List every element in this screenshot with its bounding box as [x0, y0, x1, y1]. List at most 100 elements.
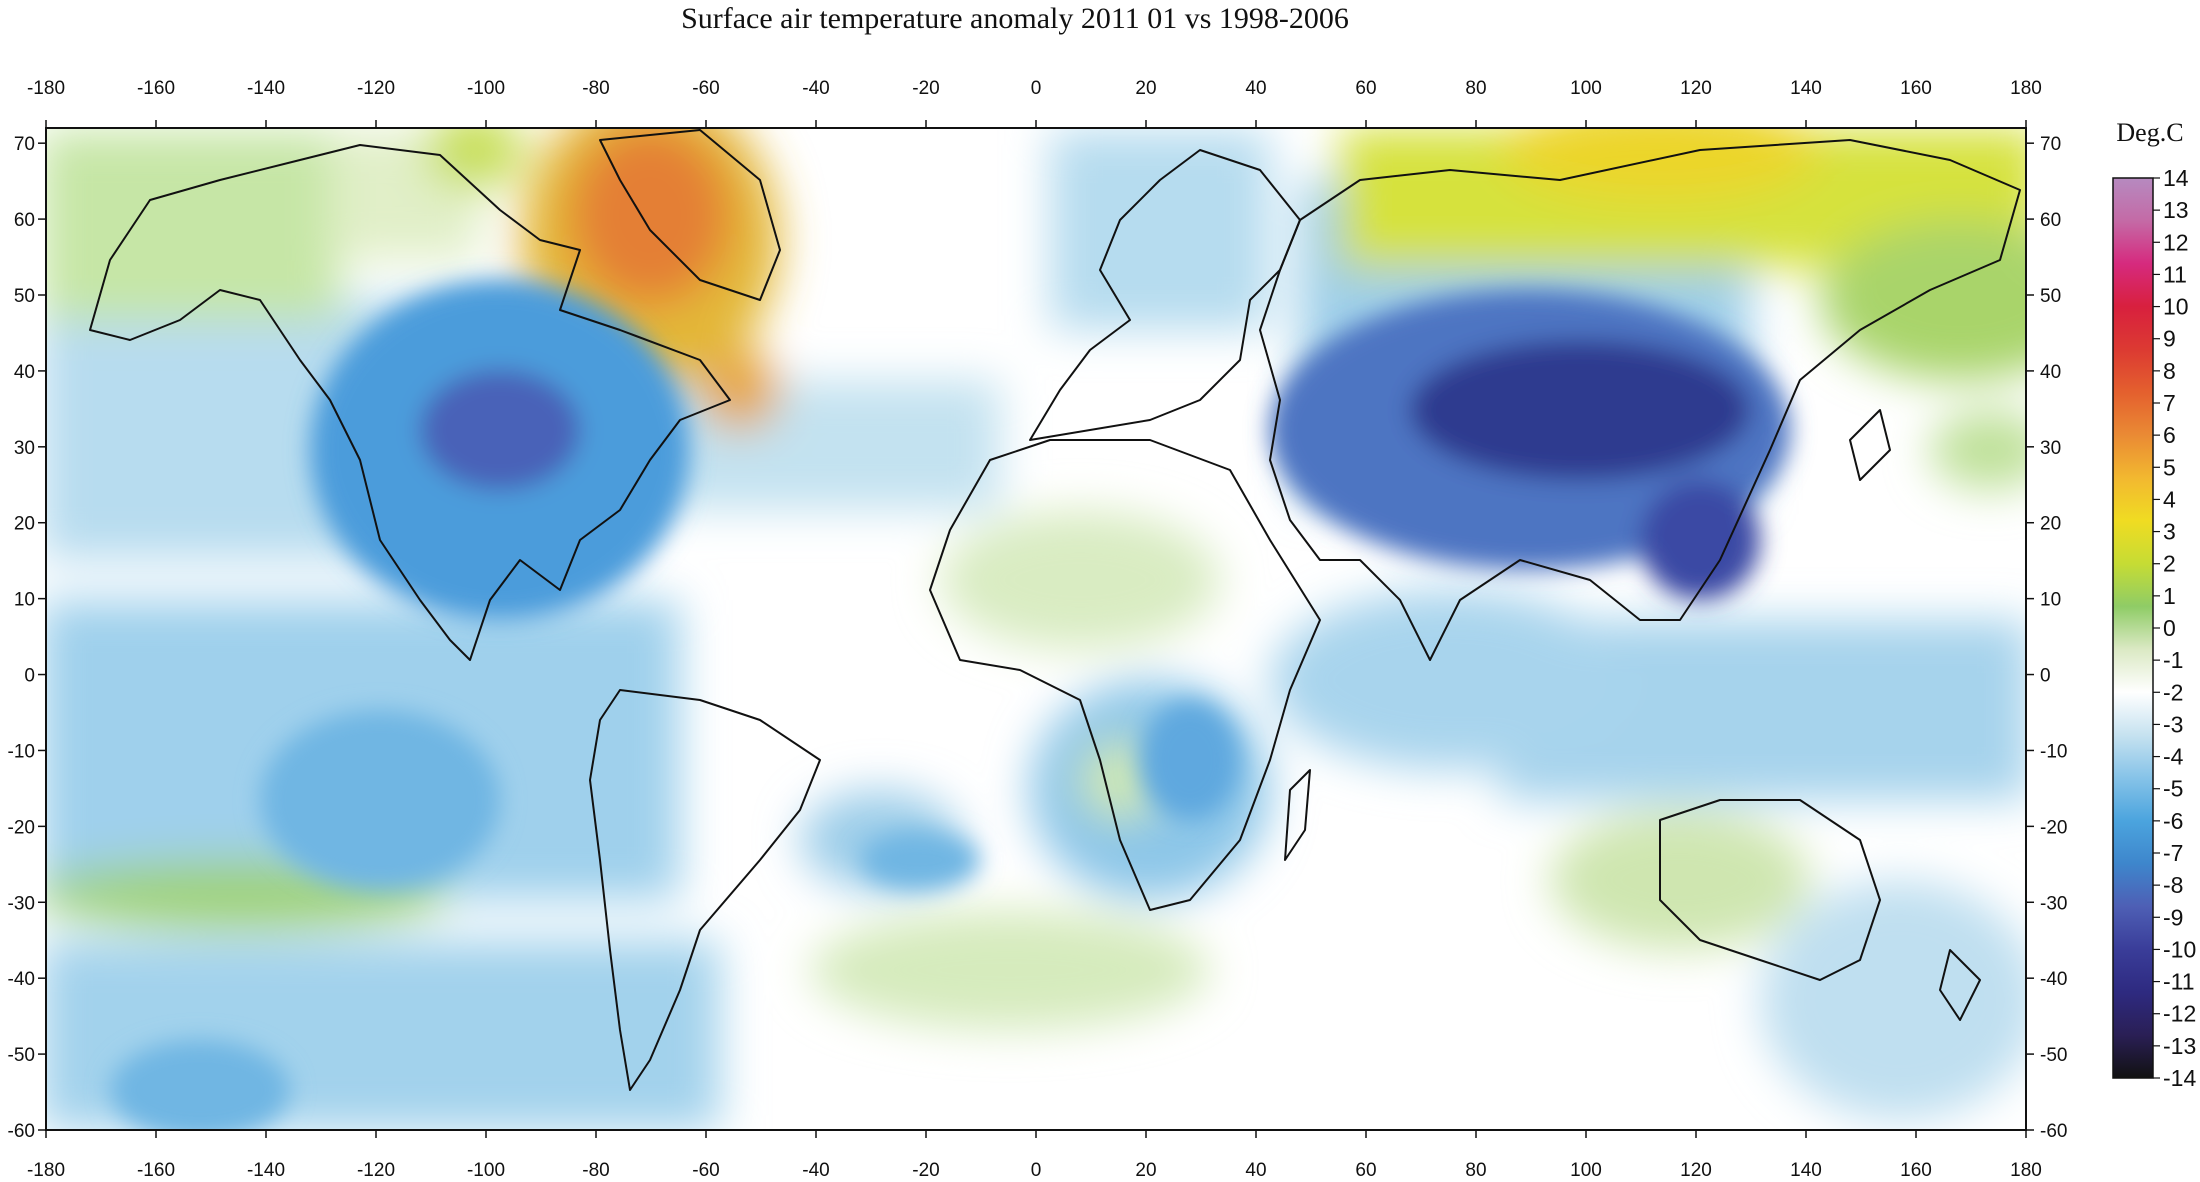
lon-label-top: 120 [1680, 78, 1712, 99]
lat-label-left: -30 [8, 893, 35, 914]
colorbar-tick-label: -3 [2163, 711, 2183, 737]
colorbar-tick-label: 2 [2163, 551, 2176, 577]
colorbar-tick-label: 14 [2163, 165, 2189, 191]
lat-label-left: 40 [14, 362, 35, 383]
lon-label-bottom: -60 [692, 1160, 719, 1181]
lon-label-bottom: 20 [1135, 1160, 1156, 1181]
colorbar-tick-label: -2 [2163, 679, 2183, 705]
colorbar-unit: Deg.C [2116, 118, 2184, 147]
colorbar-tick-label: 5 [2163, 454, 2176, 480]
lat-label-left: 10 [14, 590, 35, 611]
colorbar-tick-label: -14 [2163, 1065, 2196, 1091]
lon-label-bottom: -20 [912, 1160, 939, 1181]
colorbar-tick-label: -7 [2163, 840, 2183, 866]
colorbar: 14131211109876543210-1-2-3-4-5-6-7-8-9-1… [2112, 165, 2196, 1091]
lat-label-left: -20 [8, 817, 35, 838]
colorbar-tick-label: 12 [2163, 229, 2189, 255]
colorbar-tick-label: 8 [2163, 358, 2176, 384]
colorbar-tick-label: 4 [2163, 486, 2176, 512]
lon-label-top: 40 [1245, 78, 1266, 99]
colorbar-tick-label: -13 [2163, 1033, 2196, 1059]
colorbar-tick-label: 1 [2163, 583, 2176, 609]
colorbar-tick-label: -5 [2163, 776, 2183, 802]
lon-label-bottom: -120 [357, 1160, 395, 1181]
lon-label-bottom: 180 [2010, 1160, 2042, 1181]
lon-label-top: -60 [692, 78, 719, 99]
colorbar-ticks: 14131211109876543210-1-2-3-4-5-6-7-8-9-1… [2153, 165, 2196, 1091]
lon-label-bottom: -160 [137, 1160, 175, 1181]
colorbar-tick-label: 13 [2163, 197, 2189, 223]
lon-label-top: 160 [1900, 78, 1932, 99]
lat-label-right: 40 [2040, 362, 2061, 383]
lat-label-left: -10 [8, 741, 35, 762]
colorbar-tick-label: 10 [2163, 294, 2189, 320]
lon-label-top: 100 [1570, 78, 1602, 99]
lon-label-bottom: -100 [467, 1160, 505, 1181]
lat-label-left: -50 [8, 1045, 35, 1066]
lat-label-left: -60 [8, 1121, 35, 1142]
axis-ticks: -180-180-160-160-140-140-120-120-100-100… [8, 78, 2068, 1181]
colorbar-tick-label: -4 [2163, 744, 2184, 770]
colorbar-tick-label: 11 [2163, 261, 2187, 287]
lon-label-bottom: -40 [802, 1160, 829, 1181]
lon-label-top: -180 [27, 78, 65, 99]
lon-label-top: -80 [582, 78, 609, 99]
lon-label-top: -160 [137, 78, 175, 99]
lon-label-top: 0 [1031, 78, 1042, 99]
lat-label-left: -40 [8, 969, 35, 990]
lat-label-left: 0 [24, 666, 35, 687]
lon-label-bottom: 160 [1900, 1160, 1932, 1181]
lat-label-left: 30 [14, 438, 35, 459]
lon-label-top: 140 [1790, 78, 1822, 99]
colorbar-tick-label: 7 [2163, 390, 2176, 416]
lat-label-right: 10 [2040, 590, 2061, 611]
lon-label-bottom: 60 [1355, 1160, 1376, 1181]
lat-label-right: -50 [2040, 1045, 2067, 1066]
lat-label-right: 20 [2040, 514, 2061, 535]
lon-label-top: 20 [1135, 78, 1156, 99]
lat-label-left: 50 [14, 286, 35, 307]
colorbar-tick-label: 3 [2163, 519, 2176, 545]
colorbar-tick-label: 0 [2163, 615, 2176, 641]
lon-label-top: 180 [2010, 78, 2042, 99]
lon-label-bottom: 40 [1245, 1160, 1266, 1181]
lat-label-right: -10 [2040, 741, 2067, 762]
lat-label-right: 50 [2040, 286, 2061, 307]
lon-label-top: -100 [467, 78, 505, 99]
lon-label-bottom: -80 [582, 1160, 609, 1181]
lat-label-right: -60 [2040, 1121, 2067, 1142]
lat-label-left: 70 [14, 134, 35, 155]
lat-label-right: -30 [2040, 893, 2067, 914]
colorbar-tick-label: -9 [2163, 904, 2183, 930]
lon-label-top: 60 [1355, 78, 1376, 99]
map-title: Surface air temperature anomaly 2011 01 … [681, 2, 1349, 35]
lat-label-right: 0 [2040, 666, 2051, 687]
lon-label-bottom: 120 [1680, 1160, 1712, 1181]
colorbar-tick-label: 6 [2163, 422, 2176, 448]
lat-label-right: 30 [2040, 438, 2061, 459]
colorbar-tick-label: 9 [2163, 326, 2176, 352]
lon-label-top: -140 [247, 78, 285, 99]
anomaly-field [46, 128, 2026, 1130]
lat-label-left: 20 [14, 514, 35, 535]
lon-label-bottom: 0 [1031, 1160, 1042, 1181]
lon-label-bottom: 100 [1570, 1160, 1602, 1181]
lon-label-bottom: 140 [1790, 1160, 1822, 1181]
lat-label-left: 60 [14, 210, 35, 231]
lat-label-right: 70 [2040, 134, 2061, 155]
lat-label-right: -40 [2040, 969, 2067, 990]
lon-label-bottom: -180 [27, 1160, 65, 1181]
lat-label-right: -20 [2040, 817, 2067, 838]
lon-label-top: -40 [802, 78, 829, 99]
colorbar-tick-label: -6 [2163, 808, 2183, 834]
lon-label-top: -20 [912, 78, 939, 99]
lon-label-bottom: -140 [247, 1160, 285, 1181]
colorbar-tick-label: -1 [2163, 647, 2183, 673]
lat-label-right: 60 [2040, 210, 2061, 231]
colorbar-gradient [2113, 178, 2153, 1078]
lon-label-bottom: 80 [1465, 1160, 1486, 1181]
lon-label-top: 80 [1465, 78, 1486, 99]
lon-label-top: -120 [357, 78, 395, 99]
colorbar-tick-label: -10 [2163, 936, 2196, 962]
